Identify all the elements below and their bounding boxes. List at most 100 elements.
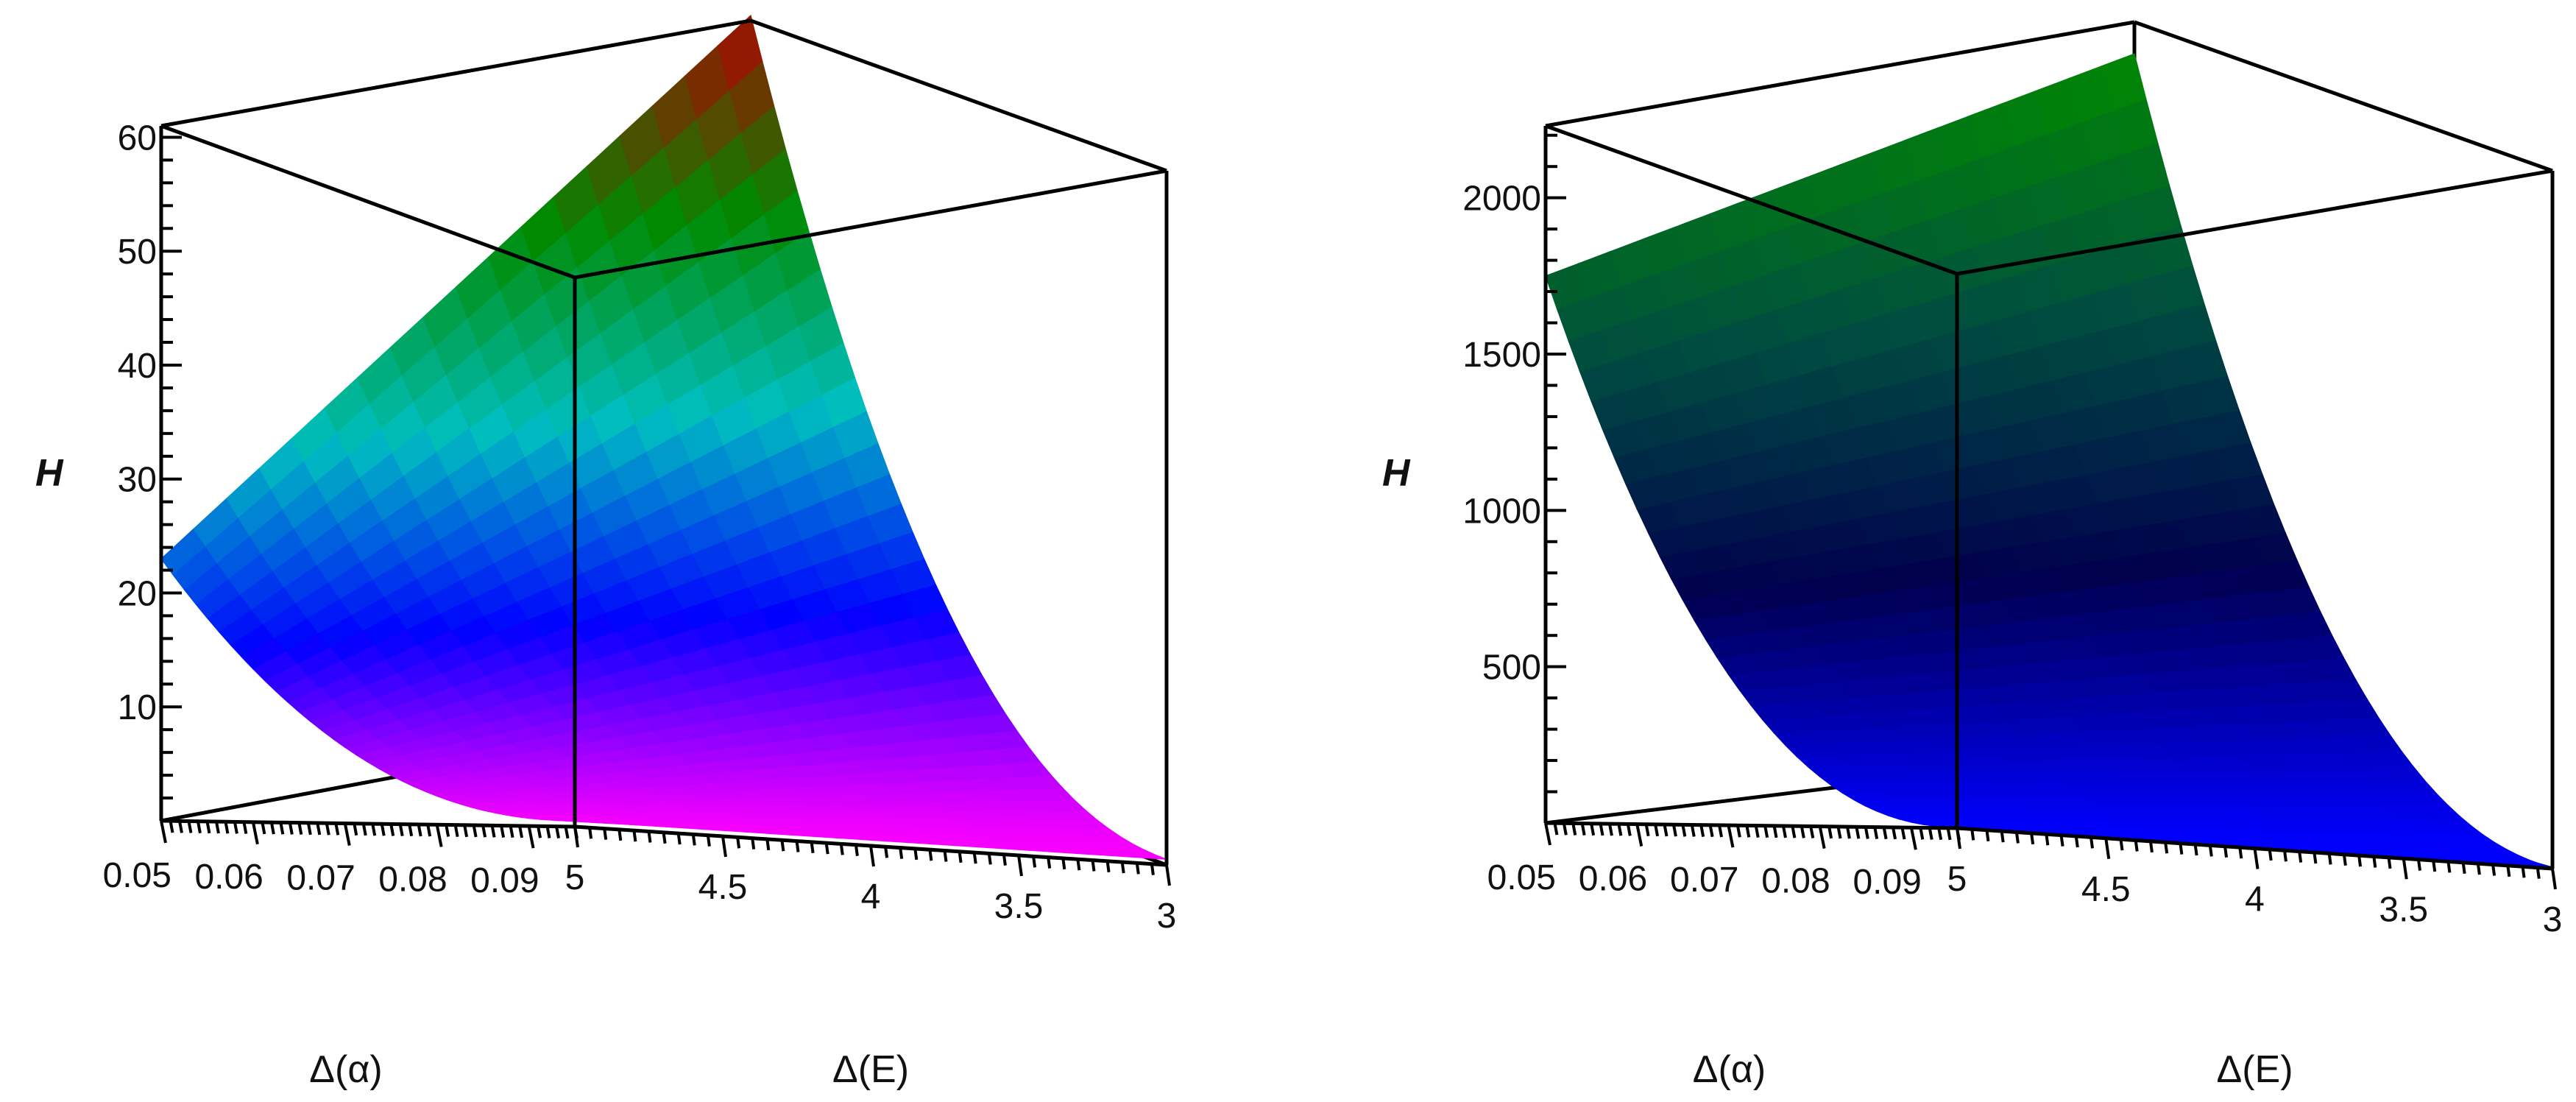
alpha-minor-tick bbox=[261, 822, 266, 835]
e-major-tick bbox=[1165, 864, 1171, 886]
e-minor-tick bbox=[676, 833, 682, 845]
e-minor-tick bbox=[691, 834, 696, 846]
e-major-tick bbox=[2104, 838, 2111, 860]
alpha-minor-tick bbox=[279, 822, 285, 835]
z-tick-label: 50 bbox=[118, 233, 157, 272]
e-minor-tick bbox=[2536, 867, 2541, 879]
alpha-major-tick bbox=[1818, 826, 1826, 850]
alpha-minor-tick bbox=[1754, 825, 1760, 838]
e-minor-tick bbox=[1002, 854, 1007, 866]
alpha-minor-tick bbox=[537, 825, 542, 838]
alpha-tick-label: 0.09 bbox=[1853, 863, 1921, 902]
alpha-minor-tick bbox=[334, 823, 340, 836]
e-major-tick bbox=[869, 845, 875, 867]
e-minor-tick bbox=[2090, 837, 2095, 849]
e-tick-label: 4 bbox=[861, 877, 881, 916]
e-minor-tick bbox=[2327, 853, 2332, 865]
alpha-minor-tick bbox=[1873, 827, 1879, 839]
alpha-minor-tick bbox=[288, 822, 294, 835]
surface-plot-1: 10 20 30 40 50 60 H 0.05 0.06 0.07 0.08 0.09 Δ(α) 5 4.… bbox=[35, 14, 1177, 1091]
alpha-minor-tick bbox=[1772, 825, 1778, 838]
surface-mesh bbox=[160, 14, 1167, 860]
alpha-minor-tick bbox=[1892, 827, 1897, 840]
box-edge-top-back-left bbox=[1545, 20, 2135, 128]
e-minor-tick bbox=[2491, 864, 2497, 876]
alpha-minor-tick bbox=[1928, 827, 1933, 840]
e-major-tick bbox=[2402, 858, 2408, 880]
alpha-minor-tick bbox=[564, 826, 570, 839]
e-minor-tick bbox=[2357, 855, 2363, 867]
surface-patch bbox=[2101, 53, 2147, 111]
e-major-tick bbox=[573, 826, 579, 848]
e-minor-tick bbox=[972, 852, 977, 864]
e-minor-tick bbox=[810, 841, 815, 854]
alpha-minor-tick bbox=[445, 824, 450, 837]
z-tick-label: 60 bbox=[118, 119, 157, 158]
e-minor-tick bbox=[2521, 866, 2526, 878]
e-minor-tick bbox=[662, 832, 667, 844]
e-minor-tick bbox=[2372, 856, 2377, 868]
box-edge-top-back-right bbox=[2134, 20, 2553, 173]
e-minor-tick bbox=[706, 835, 711, 847]
e-minor-tick bbox=[2223, 846, 2229, 858]
e-tick-label: 5 bbox=[565, 858, 585, 897]
e-minor-tick bbox=[1032, 856, 1037, 868]
e-minor-tick bbox=[618, 829, 623, 841]
alpha-minor-tick bbox=[187, 821, 193, 833]
alpha-tick-label: 0.05 bbox=[103, 856, 171, 895]
alpha-minor-tick bbox=[1708, 824, 1714, 838]
e-minor-tick bbox=[2432, 860, 2437, 872]
alpha-minor-tick bbox=[1855, 826, 1861, 839]
box-edge-top-back-left bbox=[160, 18, 751, 128]
alpha-major-tick bbox=[1909, 827, 1917, 850]
alpha-minor-tick bbox=[196, 821, 202, 834]
box-edge-top-back-right bbox=[750, 18, 1167, 173]
alpha-major-tick bbox=[435, 824, 443, 847]
e-minor-tick bbox=[632, 830, 637, 842]
alpha-minor-tick bbox=[1671, 824, 1677, 837]
e-minor-tick bbox=[913, 848, 919, 861]
surface-patch bbox=[717, 14, 763, 91]
alpha-minor-tick bbox=[205, 821, 211, 834]
alpha-minor-tick bbox=[1745, 825, 1751, 838]
z-tick-label: 1500 bbox=[1462, 336, 1541, 375]
e-minor-tick bbox=[2461, 862, 2466, 875]
e-minor-tick bbox=[1047, 857, 1052, 869]
alpha-minor-tick bbox=[1607, 823, 1613, 836]
alpha-minor-tick bbox=[518, 825, 524, 838]
e-minor-tick bbox=[1150, 863, 1155, 875]
e-minor-tick bbox=[795, 841, 800, 852]
e-minor-tick bbox=[647, 831, 652, 843]
z-axis-title: H bbox=[35, 452, 64, 495]
alpha-minor-tick bbox=[1864, 827, 1869, 839]
alpha-minor-tick bbox=[1718, 824, 1723, 838]
e-minor-tick bbox=[2268, 849, 2273, 861]
alpha-minor-tick bbox=[1626, 824, 1632, 836]
alpha-minor-tick bbox=[361, 823, 367, 836]
e-minor-tick bbox=[884, 847, 889, 858]
alpha-minor-tick bbox=[297, 822, 303, 836]
z-tick-label: 40 bbox=[118, 347, 157, 386]
alpha-minor-tick bbox=[1763, 825, 1769, 838]
alpha-minor-tick bbox=[1809, 826, 1815, 838]
e-minor-tick bbox=[2387, 857, 2392, 869]
e-tick-label: 4.5 bbox=[698, 868, 748, 907]
e-minor-tick bbox=[2164, 841, 2169, 854]
e-tick-label: 3 bbox=[2543, 900, 2563, 939]
e-minor-tick bbox=[751, 838, 756, 850]
alpha-minor-tick bbox=[1553, 822, 1559, 836]
alpha-major-tick bbox=[1727, 824, 1735, 848]
e-major-tick bbox=[1956, 827, 1961, 850]
e-minor-tick bbox=[2074, 836, 2079, 848]
alpha-minor-tick bbox=[1580, 823, 1586, 836]
e-minor-tick bbox=[736, 837, 741, 849]
alpha-minor-tick bbox=[214, 821, 220, 834]
alpha-minor-tick bbox=[1699, 824, 1705, 838]
alpha-minor-tick bbox=[1663, 824, 1669, 837]
box-edge-top-front-right bbox=[1956, 169, 2553, 276]
e-minor-tick bbox=[2238, 847, 2243, 859]
e-tick-label: 3 bbox=[1157, 897, 1177, 936]
alpha-minor-tick bbox=[233, 822, 238, 834]
e-minor-tick bbox=[603, 828, 608, 840]
e-minor-tick bbox=[2014, 832, 2020, 844]
